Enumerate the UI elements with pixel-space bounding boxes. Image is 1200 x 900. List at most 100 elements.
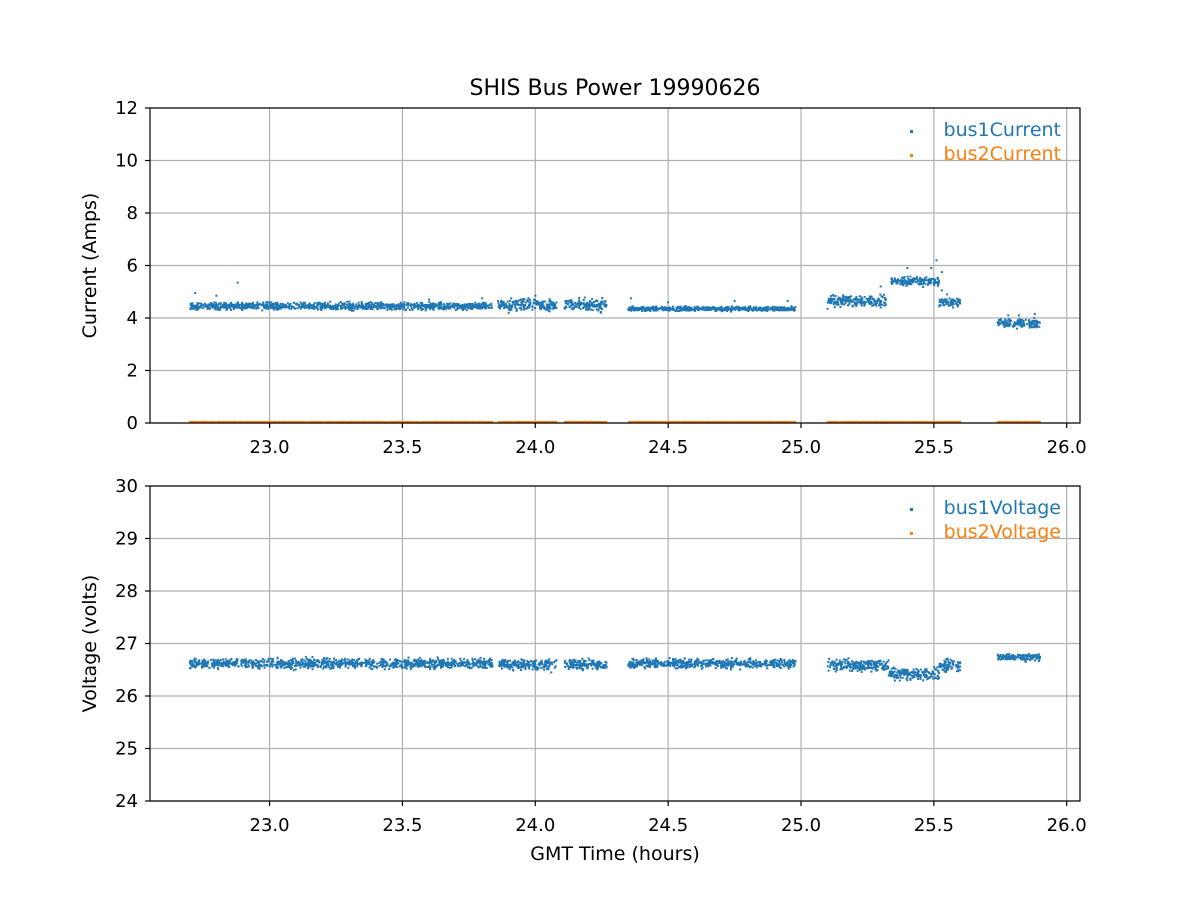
data-point: [784, 421, 787, 424]
data-point: [674, 310, 677, 312]
data-point: [850, 421, 853, 424]
data-point: [751, 421, 754, 424]
data-point: [1022, 321, 1025, 324]
data-point: [480, 307, 483, 310]
data-point: [552, 302, 555, 305]
data-point: [465, 305, 468, 308]
data-point: [835, 300, 838, 303]
data-point: [746, 307, 748, 310]
data-point: [599, 311, 602, 314]
data-point: [656, 309, 659, 312]
data-point: [541, 300, 544, 303]
data-point: [944, 421, 946, 424]
data-point: [395, 304, 398, 307]
data-point: [873, 300, 876, 303]
data-point: [642, 307, 645, 310]
data-point: [932, 421, 935, 424]
data-point: [916, 276, 918, 279]
data-point: [1034, 319, 1037, 322]
data-point: [522, 298, 525, 301]
data-point: [903, 276, 906, 278]
data-point: [667, 309, 670, 312]
data-point: [192, 305, 194, 308]
data-point: [376, 302, 379, 305]
data-point: [390, 421, 393, 424]
data-point: [440, 302, 443, 305]
data-point: [268, 301, 271, 304]
data-point: [424, 421, 427, 424]
data-point: [478, 306, 481, 309]
data-point: [232, 303, 235, 306]
data-point: [451, 421, 454, 424]
data-point: [781, 306, 784, 309]
data-point: [662, 421, 664, 423]
data-point: [219, 302, 222, 305]
data-point: [312, 421, 315, 424]
data-point: [419, 306, 422, 309]
data-point: [209, 304, 212, 307]
data-point: [651, 308, 654, 311]
data-point: [666, 307, 669, 310]
data-point: [289, 421, 292, 424]
data-point: [754, 421, 757, 424]
data-point: [288, 421, 291, 424]
data-point: [885, 421, 887, 424]
data-point: [478, 302, 481, 305]
data-point: [446, 303, 449, 306]
data-point-outlier: [1007, 314, 1010, 317]
data-point: [441, 306, 444, 309]
data-point: [424, 304, 427, 306]
data-point: [379, 303, 382, 306]
data-point: [899, 282, 902, 285]
data-point: [316, 304, 319, 307]
data-point: [347, 302, 350, 305]
data-point: [680, 308, 683, 311]
data-point: [340, 421, 343, 424]
data-point: [599, 302, 602, 305]
data-point: [548, 310, 551, 313]
data-point: [324, 301, 327, 304]
data-point: [276, 421, 279, 424]
data-point: [789, 309, 792, 311]
data-point: [1031, 326, 1033, 328]
data-point: [267, 307, 270, 310]
data-point: [919, 280, 922, 282]
data-point: [675, 308, 678, 311]
data-point: [454, 304, 457, 307]
data-point: [878, 299, 881, 302]
data-point: [642, 305, 645, 308]
data-point: [536, 300, 539, 303]
data-point: [203, 305, 206, 308]
data-point: [719, 308, 722, 311]
data-point: [1035, 326, 1038, 329]
data-point: [735, 306, 737, 309]
data-point: [896, 280, 899, 283]
data-point: [647, 421, 650, 424]
data-point: [937, 282, 940, 285]
data-point: [248, 303, 251, 306]
data-point-outlier: [946, 293, 949, 296]
data-point: [228, 303, 231, 306]
data-point: [359, 421, 362, 424]
data-point: [761, 307, 764, 310]
data-point: [875, 304, 878, 307]
data-point: [421, 305, 424, 308]
data-point: [778, 308, 780, 311]
data-point: [955, 301, 958, 304]
data-point: [744, 421, 747, 424]
data-point: [754, 306, 757, 309]
data-point: [550, 301, 553, 304]
data-point: [830, 300, 833, 303]
data-point: [1016, 321, 1019, 324]
data-point: [353, 421, 356, 424]
data-point: [868, 297, 870, 300]
data-point: [565, 301, 568, 304]
data-point: [639, 306, 642, 309]
data-point: [332, 308, 335, 311]
data-point: [738, 306, 741, 309]
data-point: [916, 277, 918, 280]
data-point: [477, 305, 480, 308]
data-point: [741, 308, 744, 311]
data-point: [374, 302, 377, 304]
data-point: [939, 304, 942, 307]
